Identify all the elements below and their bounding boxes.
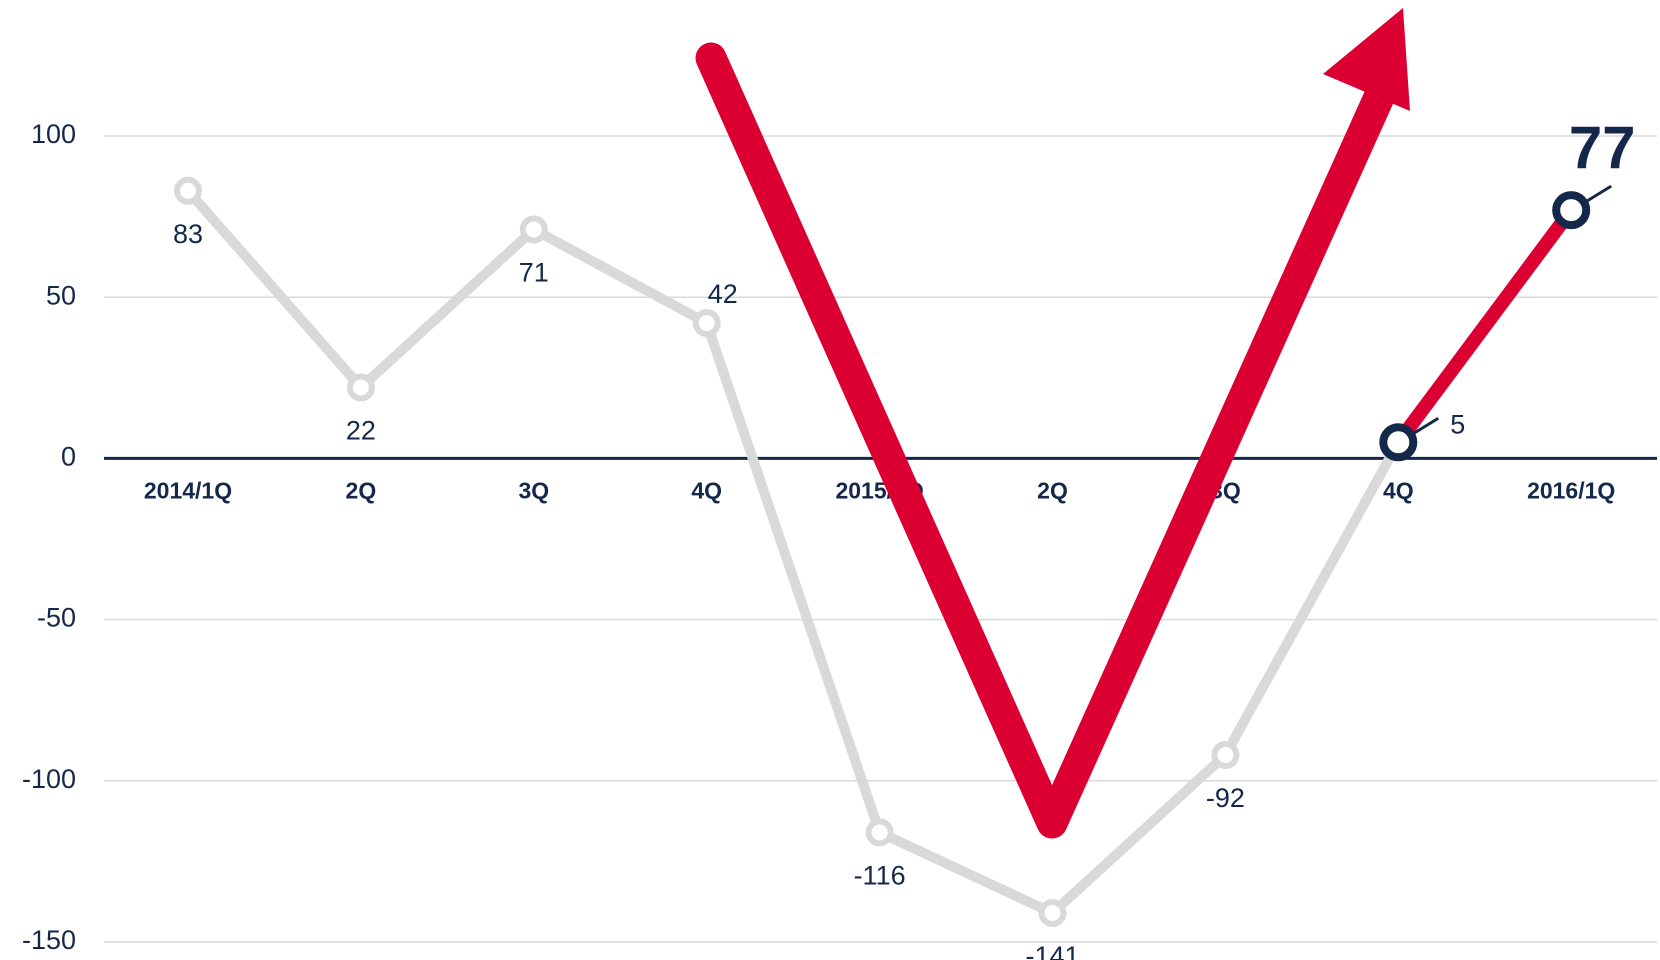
marker — [692, 308, 721, 337]
data-label: 5 — [1450, 409, 1465, 439]
x-tick-label: 2016/1Q — [1527, 477, 1615, 503]
highlight-line — [1392, 205, 1577, 447]
data-label: -141 — [1025, 941, 1079, 960]
highlight-marker — [1379, 423, 1418, 462]
arrow-head — [1323, 8, 1410, 111]
data-label: 42 — [708, 279, 738, 309]
trend-arrow — [695, 8, 1410, 839]
marker — [865, 818, 894, 847]
data-label-highlight: 77 — [1569, 114, 1636, 181]
leader-line — [1584, 184, 1612, 204]
y-tick-label: -150 — [22, 925, 76, 955]
y-tick-label: 0 — [61, 442, 76, 472]
x-tick-label: 2Q — [1037, 477, 1068, 503]
x-tick-label: 3Q — [518, 477, 549, 503]
x-tick-label: 4Q — [1383, 477, 1414, 503]
data-label: 83 — [173, 219, 203, 249]
marker — [174, 176, 202, 205]
line — [184, 187, 1576, 918]
y-tick-label: 50 — [46, 280, 76, 310]
y-tick-label: -50 — [37, 603, 76, 633]
highlight-marker — [1552, 191, 1591, 230]
leader-line — [1411, 417, 1440, 436]
marker — [1211, 741, 1240, 770]
x-tick-label: 2Q — [346, 477, 377, 503]
data-label: -92 — [1206, 783, 1245, 813]
y-tick-label: -100 — [22, 764, 76, 794]
x-tick-label: 4Q — [691, 477, 722, 503]
data-label: -116 — [854, 861, 906, 891]
x-tick-label: 2014/1Q — [144, 477, 232, 503]
marker — [1038, 898, 1067, 927]
marker — [346, 373, 375, 402]
marker — [519, 215, 548, 244]
arrow-shaft — [695, 42, 1401, 839]
data-label: 22 — [346, 416, 376, 446]
data-label: 71 — [519, 258, 549, 288]
y-tick-label: 100 — [31, 119, 76, 149]
